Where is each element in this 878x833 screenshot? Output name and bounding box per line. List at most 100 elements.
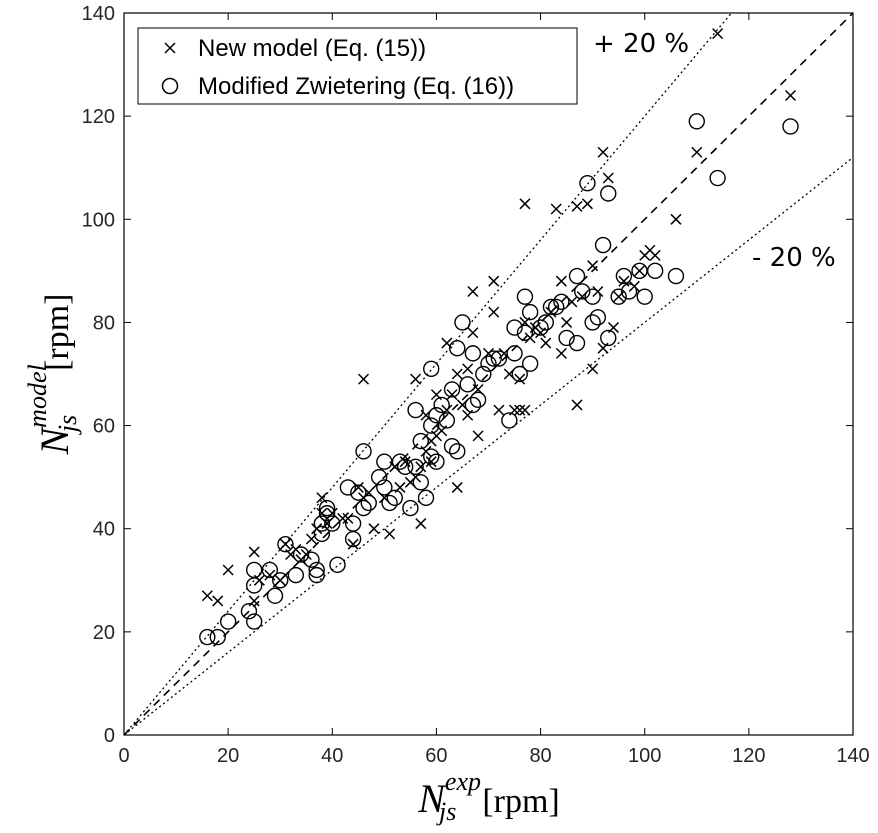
- point-zwietering: [620, 283, 638, 300]
- point-zwietering: [355, 443, 372, 460]
- point-new-model: [347, 538, 359, 550]
- point-zwietering: [308, 566, 325, 584]
- data-points: [199, 28, 799, 646]
- point-new-model: [519, 404, 531, 416]
- point-zwietering: [272, 572, 289, 589]
- x-tick-label: 0: [118, 745, 129, 767]
- axis-ticks: 0 20 40 60 80 100 120 140 0 20 40 60 80 100 120 140: [82, 3, 870, 767]
- x-tick-label: 60: [425, 745, 447, 767]
- point-zwietering: [464, 345, 482, 362]
- y-axis-unit: [rpm]: [39, 294, 76, 371]
- point-new-model: [467, 285, 479, 298]
- point-zwietering: [610, 288, 627, 305]
- point-new-model: [712, 28, 724, 40]
- point-new-model: [597, 146, 609, 158]
- point-zwietering: [344, 515, 362, 532]
- point-zwietering: [407, 458, 424, 476]
- point-zwietering: [521, 355, 539, 372]
- point-new-model: [602, 172, 614, 184]
- point-zwietering: [516, 324, 534, 341]
- point-zwietering: [464, 396, 482, 414]
- reference-lines: [123, 12, 854, 736]
- point-zwietering: [287, 566, 305, 584]
- point-new-model: [571, 399, 583, 411]
- point-zwietering: [584, 288, 601, 305]
- point-zwietering: [443, 438, 461, 455]
- point-new-model: [514, 373, 526, 385]
- point-zwietering: [537, 314, 554, 331]
- point-new-model: [587, 260, 599, 272]
- point-new-model: [555, 275, 567, 287]
- point-zwietering: [709, 169, 726, 187]
- point-zwietering: [516, 288, 534, 305]
- legend-label-zwietering: Modified Zwietering (Eq. (16)): [198, 73, 514, 100]
- point-zwietering: [646, 262, 664, 280]
- point-zwietering: [423, 417, 440, 434]
- point-new-model: [415, 461, 427, 473]
- y-tick-label: 120: [82, 106, 115, 128]
- point-zwietering: [240, 603, 258, 620]
- x-tick-label: 40: [321, 745, 343, 767]
- x-tick-label: 100: [628, 745, 661, 767]
- x-axis-unit: [rpm]: [482, 783, 559, 820]
- point-zwietering: [475, 365, 492, 383]
- legend-marker-circle: [161, 77, 179, 95]
- x-axis-label: Nexp js [rpm]: [417, 767, 560, 826]
- point-zwietering: [433, 396, 450, 414]
- point-new-model: [384, 528, 396, 540]
- point-zwietering: [511, 365, 528, 383]
- x-axis-symbol: N: [417, 776, 447, 821]
- point-new-model: [274, 574, 286, 586]
- point-zwietering: [417, 489, 435, 506]
- point-zwietering: [568, 267, 586, 285]
- point-new-model: [550, 203, 562, 215]
- point-zwietering: [355, 499, 372, 517]
- point-zwietering: [547, 298, 565, 316]
- point-new-model: [493, 404, 505, 416]
- point-new-model: [462, 363, 474, 375]
- point-new-model: [212, 595, 224, 607]
- point-zwietering: [782, 118, 799, 135]
- point-new-model: [514, 404, 526, 416]
- x-axis-superscript: exp: [445, 767, 481, 796]
- point-zwietering: [402, 499, 419, 517]
- point-new-model: [581, 198, 593, 210]
- y-axis-subscript: js: [53, 415, 82, 435]
- point-new-model: [670, 213, 682, 225]
- point-zwietering: [428, 453, 445, 470]
- y-axis-symbol: N: [32, 426, 77, 456]
- legend-box: [137, 27, 578, 105]
- point-new-model: [467, 327, 479, 339]
- point-zwietering: [324, 515, 341, 532]
- point-zwietering: [386, 489, 403, 506]
- point-zwietering: [469, 391, 487, 408]
- point-zwietering: [667, 267, 685, 285]
- x-tick-label: 120: [732, 745, 765, 767]
- point-zwietering: [589, 309, 607, 326]
- parity-line: [123, 12, 854, 736]
- point-new-model: [540, 337, 552, 349]
- point-new-model: [571, 200, 583, 212]
- point-zwietering: [490, 350, 508, 367]
- point-zwietering: [318, 499, 336, 517]
- point-zwietering: [636, 288, 653, 305]
- point-new-model: [649, 249, 661, 261]
- point-zwietering: [501, 412, 518, 429]
- point-zwietering: [506, 319, 523, 336]
- point-zwietering: [423, 360, 440, 378]
- point-zwietering: [615, 267, 633, 285]
- y-axis-label: Nmodeljs [rpm]: [23, 294, 82, 456]
- y-tick-label: 0: [104, 725, 115, 747]
- point-new-model: [587, 363, 599, 375]
- legend-label-new-model: New model (Eq. (15)): [198, 35, 426, 62]
- point-zwietering: [600, 185, 617, 202]
- deviation-line-1: [123, 12, 732, 736]
- point-new-model: [368, 523, 380, 535]
- point-zwietering: [521, 303, 539, 321]
- y-axis-superscript: model: [23, 364, 52, 428]
- point-zwietering: [443, 381, 461, 398]
- point-new-model: [451, 481, 463, 493]
- point-new-model: [488, 275, 500, 287]
- point-zwietering: [245, 613, 263, 630]
- point-zwietering: [303, 551, 320, 568]
